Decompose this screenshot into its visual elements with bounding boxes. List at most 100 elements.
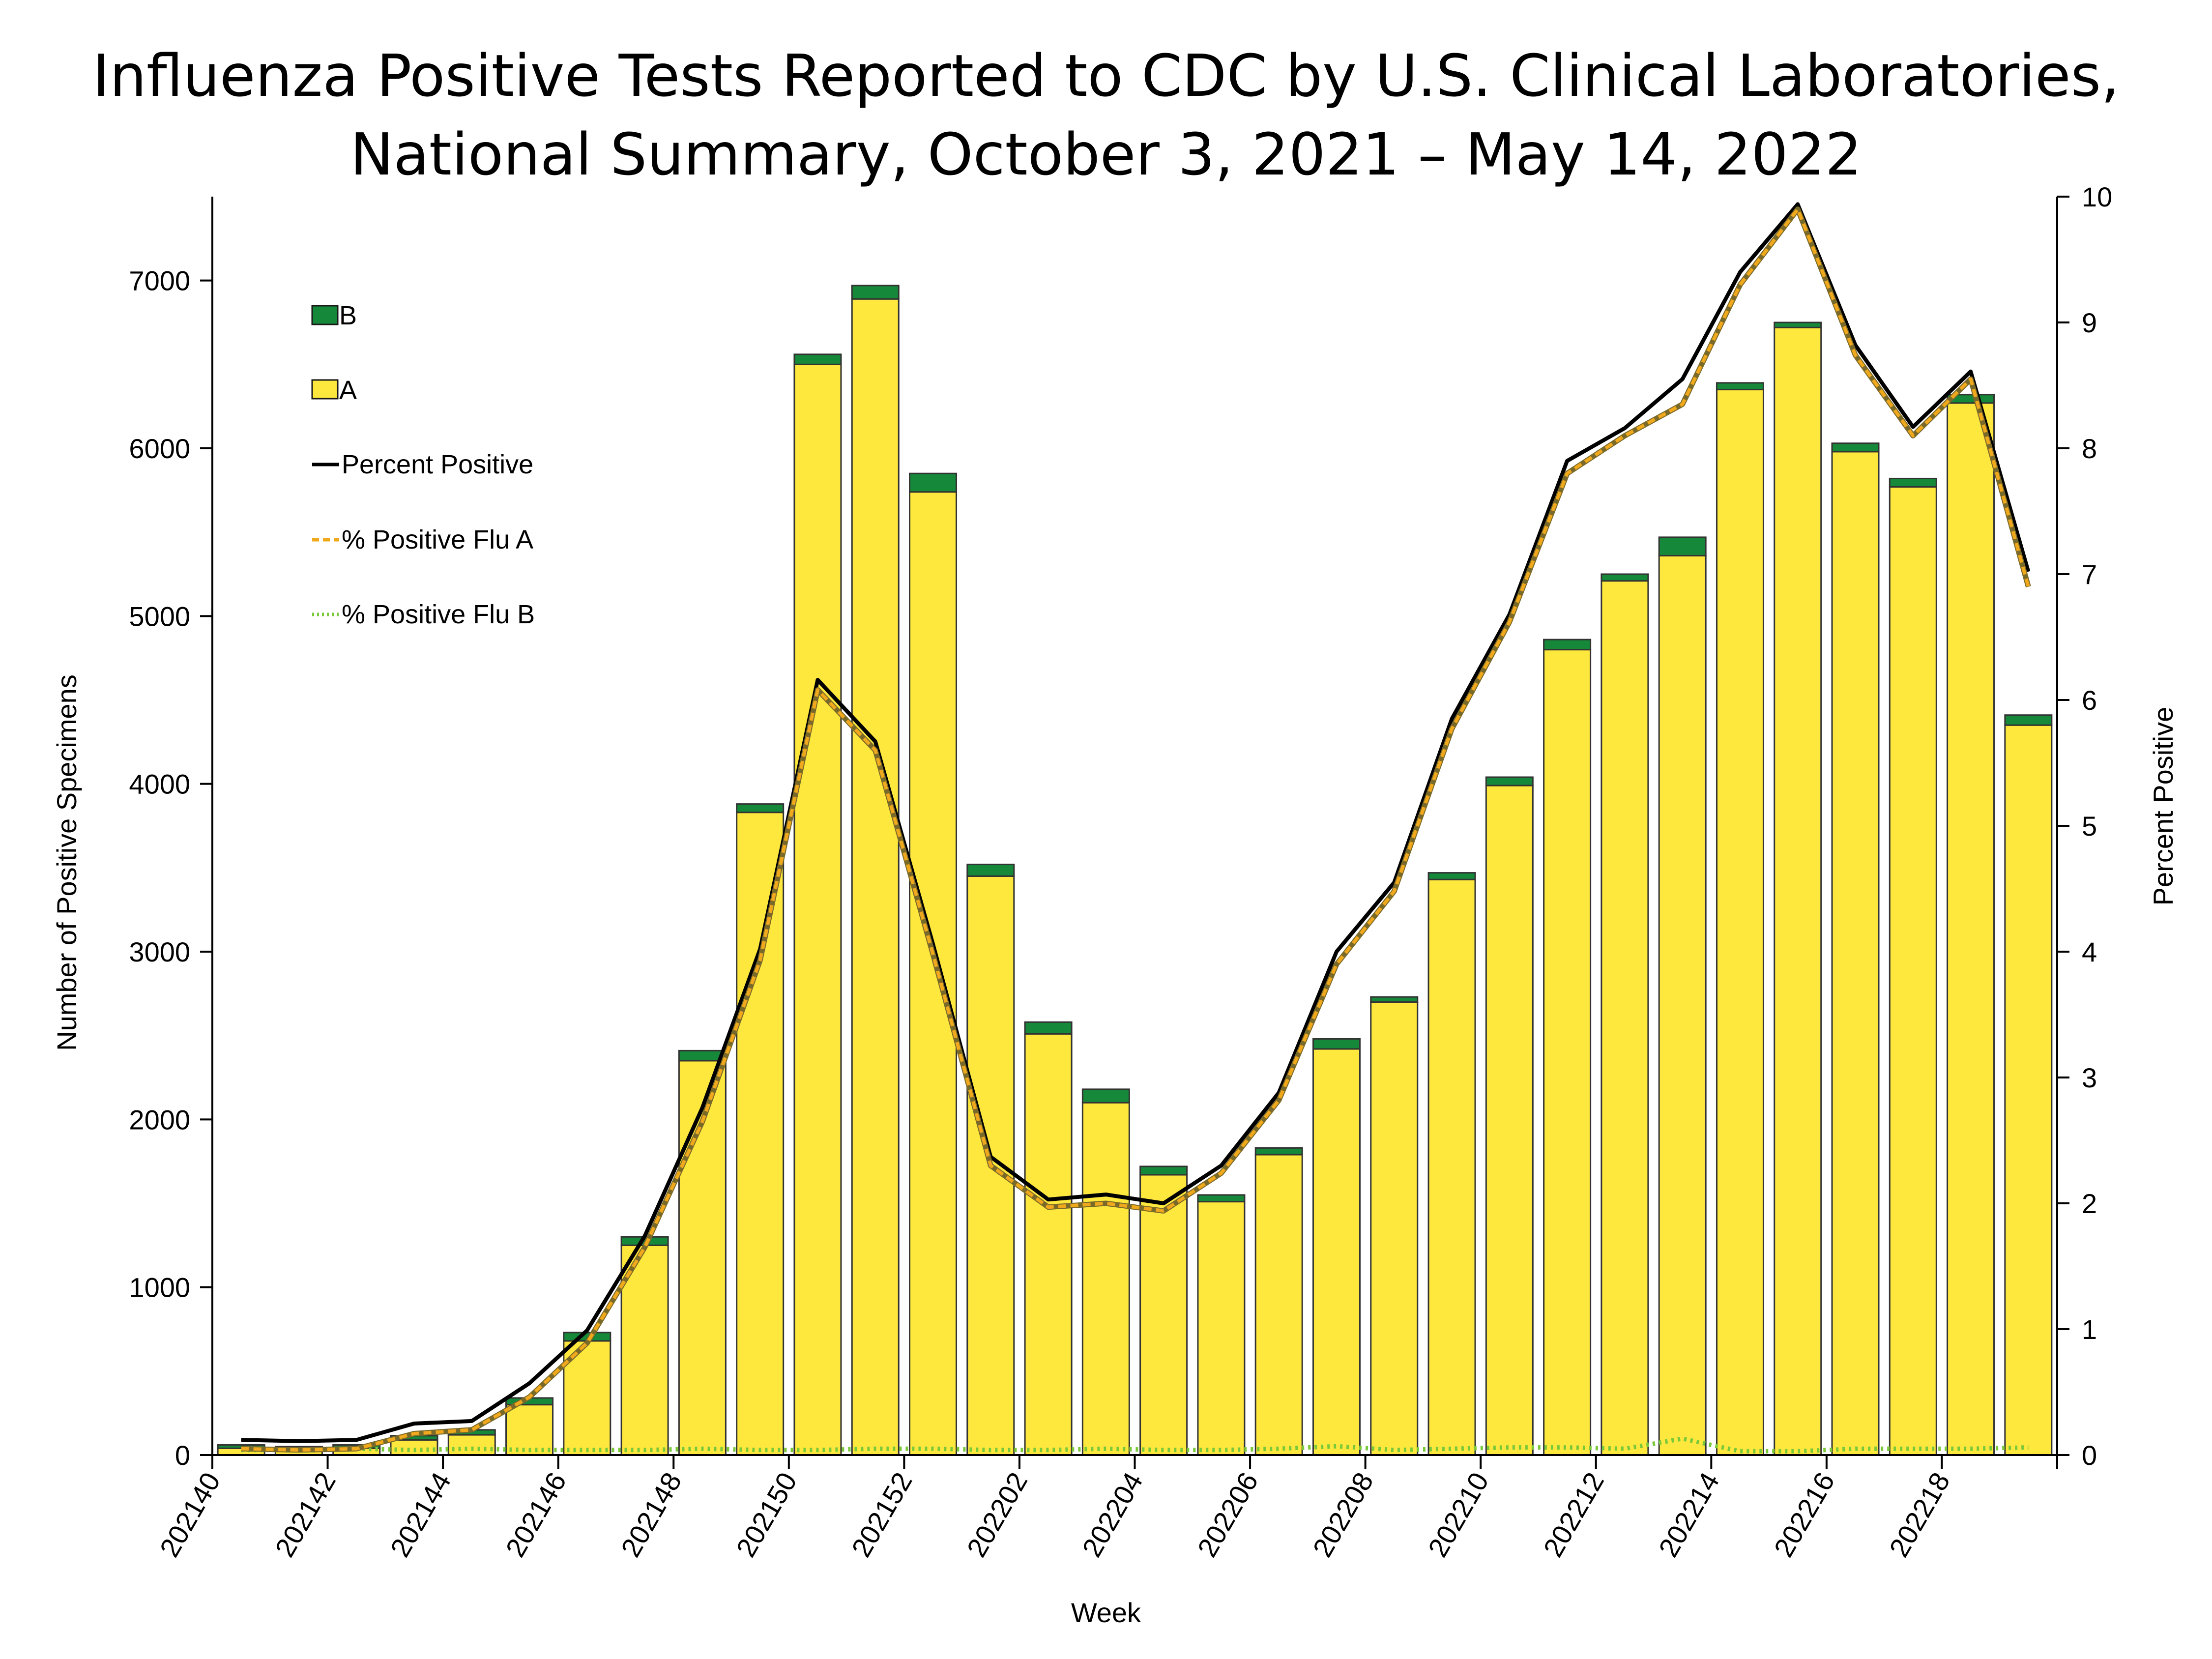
y-left-tick-label-2000: 2000 [129, 1104, 190, 1135]
legend: B A Percent Positive % Positive Flu A % … [311, 301, 535, 629]
x-tick-label-202208: 202208 [1307, 1467, 1379, 1562]
legend-label-pct-b: % Positive Flu B [342, 600, 535, 629]
x-tick-label-202202: 202202 [960, 1467, 1033, 1562]
legend-swatch-b [311, 305, 339, 325]
line-layer [241, 202, 2031, 1454]
bar-a-202213 [1658, 554, 1707, 1456]
bar-a-202144 [447, 1434, 496, 1456]
bar-a-202203 [1081, 1102, 1130, 1456]
bar-b-202202 [1024, 1021, 1073, 1035]
y-left-tick-label-4000: 4000 [129, 769, 190, 800]
y-right-tick-label-5: 5 [2082, 811, 2097, 842]
bar-a-202150 [793, 363, 842, 1456]
y-right-tick-label-4: 4 [2082, 936, 2097, 967]
y-right-tick-label-2: 2 [2082, 1188, 2097, 1219]
y-right-tick-label-10: 10 [2082, 181, 2112, 212]
chart-title-line2: National Summary, October 3, 2021 – May … [350, 120, 1862, 188]
y-left-tick-label-7000: 7000 [129, 265, 190, 296]
y-left-tick-label-6000: 6000 [129, 433, 190, 464]
bar-a-202215 [1774, 326, 1822, 1456]
legend-label-pct: Percent Positive [342, 450, 533, 479]
bar-b-202215 [1774, 321, 1822, 328]
bar-a-202145 [505, 1404, 554, 1456]
x-tick-label-202146: 202146 [499, 1467, 572, 1562]
bar-b-202151 [851, 285, 900, 300]
line-percent-positive-flu-a [241, 207, 2030, 1452]
bar-b-202201 [966, 864, 1015, 877]
bar-b-202211 [1543, 639, 1592, 651]
y-left-tick-label-1000: 1000 [129, 1272, 190, 1303]
x-tick-label-202204: 202204 [1076, 1467, 1149, 1562]
bar-b-202212 [1601, 573, 1649, 582]
x-axis-title: Week [1071, 1597, 1141, 1628]
bar-b-202152 [909, 472, 958, 493]
x-tick-label-202210: 202210 [1422, 1467, 1495, 1562]
bar-a-202210 [1485, 785, 1534, 1456]
chart-title-line1: Influenza Positive Tests Reported to CDC… [92, 42, 2119, 110]
y-right-tick-label-9: 9 [2082, 307, 2097, 338]
bar-a-202206 [1254, 1154, 1303, 1456]
bar-b-202207 [1312, 1038, 1361, 1050]
bar-b-202217 [1889, 477, 1937, 488]
bar-a-202202 [1024, 1033, 1073, 1456]
legend-label-b: B [339, 301, 357, 330]
x-tick-label-202206: 202206 [1191, 1467, 1264, 1562]
y-axis-title-left: Number of Positive Specimens [51, 674, 82, 1051]
bar-b-202150 [793, 353, 842, 365]
x-tick-label-202144: 202144 [384, 1467, 457, 1562]
y-right-tick-label-3: 3 [2082, 1062, 2097, 1093]
bar-a-202152 [909, 491, 958, 1456]
x-tick-label-202142: 202142 [269, 1467, 342, 1562]
bar-a-202204 [1139, 1174, 1188, 1456]
x-tick-label-202214: 202214 [1653, 1467, 1725, 1562]
x-tick-label-202148: 202148 [615, 1467, 688, 1562]
bar-a-202217 [1889, 486, 1937, 1456]
y-right-tick-label-6: 6 [2082, 685, 2097, 716]
bar-a-202216 [1831, 451, 1880, 1456]
bar-b-202216 [1831, 442, 1880, 453]
bar-b-202208 [1370, 996, 1419, 1003]
line-percent-positive [241, 202, 2031, 1443]
bar-b-202149 [736, 803, 785, 814]
bar-b-202203 [1081, 1088, 1130, 1104]
bar-a-202208 [1370, 1001, 1419, 1456]
legend-label-a: A [339, 376, 357, 405]
y-left-tick-label-0: 0 [175, 1440, 190, 1471]
bar-b-202210 [1485, 776, 1534, 786]
bar-b-202219 [2004, 714, 2053, 726]
y-right-tick-label-0: 0 [2082, 1440, 2097, 1471]
bar-a-202209 [1427, 878, 1476, 1456]
y-right-tick-label-1: 1 [2082, 1314, 2097, 1345]
bar-a-202219 [2004, 724, 2053, 1456]
bar-b-202204 [1139, 1165, 1188, 1176]
x-tick-label-202212: 202212 [1537, 1467, 1610, 1562]
bar-a-202205 [1197, 1201, 1246, 1456]
bar-b-202205 [1197, 1194, 1246, 1203]
bar-layer [217, 285, 2053, 1456]
bar-a-202143 [390, 1439, 438, 1456]
bar-a-202218 [1947, 402, 1995, 1456]
x-tick-label-202216: 202216 [1768, 1467, 1840, 1562]
y-left-tick-label-3000: 3000 [129, 936, 190, 967]
bar-a-202151 [851, 298, 900, 1456]
legend-label-pct-a: % Positive Flu A [342, 525, 533, 554]
x-tick-label-202140: 202140 [153, 1467, 226, 1562]
bar-a-202214 [1716, 389, 1764, 1456]
x-tick-label-202152: 202152 [845, 1467, 918, 1562]
bar-b-202209 [1427, 872, 1476, 880]
y-axis-title-right: Percent Positive [2148, 707, 2179, 906]
bar-a-202212 [1601, 580, 1649, 1456]
bar-b-202214 [1716, 382, 1764, 391]
bar-a-202211 [1543, 649, 1592, 1456]
x-tick-label-202218: 202218 [1883, 1467, 1956, 1562]
y-right-tick-label-8: 8 [2082, 433, 2097, 464]
legend-swatch-a [311, 379, 339, 400]
y-left-tick-label-5000: 5000 [129, 601, 190, 632]
x-tick-label-202150: 202150 [730, 1467, 803, 1562]
bar-b-202206 [1254, 1147, 1303, 1156]
y-right-tick-label-7: 7 [2082, 559, 2097, 590]
bar-a-202147 [620, 1244, 669, 1456]
bar-a-202149 [736, 812, 785, 1456]
bar-b-202213 [1658, 536, 1707, 556]
